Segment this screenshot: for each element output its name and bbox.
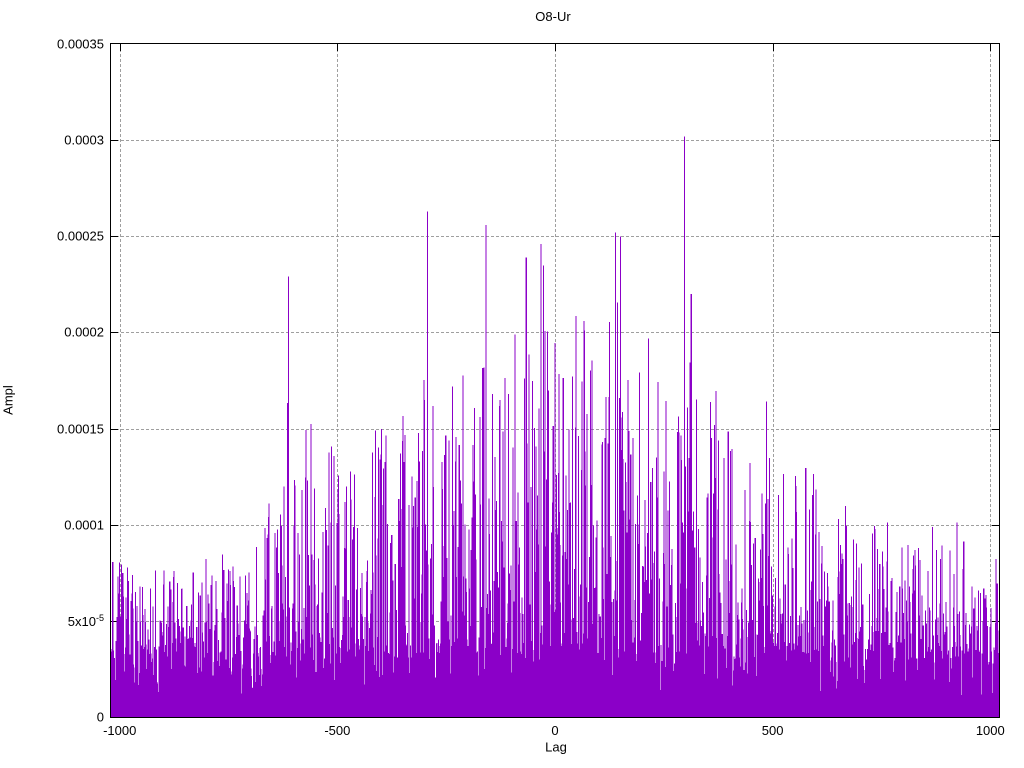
y-axis-tick-label: 0.00035 — [57, 36, 104, 52]
y-axis-tick-mark — [111, 140, 118, 142]
gridline-vertical — [337, 44, 339, 717]
plot-area — [110, 43, 1000, 718]
y-axis-tick-mark — [111, 332, 118, 334]
x-axis-tick-mark — [772, 44, 774, 51]
y-axis-tick-label: 0.0003 — [64, 132, 104, 148]
x-axis-tick-mark — [990, 44, 992, 51]
y-axis-tick-mark — [992, 524, 999, 526]
x-axis-tick-label: -500 — [324, 723, 351, 738]
y-axis-tick-label: 0.00015 — [57, 421, 104, 437]
y-axis-tick-mark — [111, 236, 118, 238]
x-axis-tick-label: -1000 — [103, 723, 137, 738]
chart-title: O8-Ur — [535, 9, 571, 24]
x-axis-tick-label: 1000 — [975, 723, 1005, 738]
x-axis-tick-mark — [337, 44, 339, 51]
y-axis-tick-mark — [111, 428, 118, 430]
y-axis-tick-mark — [992, 140, 999, 142]
gridline-vertical — [119, 44, 121, 717]
x-axis-tick-mark — [555, 44, 556, 51]
y-axis-tick-mark — [992, 332, 999, 334]
y-axis-tick-label: 0.0001 — [64, 517, 104, 533]
y-axis-tick-mark — [111, 620, 118, 622]
y-axis-tick-label: 0 — [96, 709, 104, 725]
y-axis-tick-mark — [111, 524, 118, 526]
gridline-vertical — [990, 44, 992, 717]
x-axis-tick-label: 500 — [761, 723, 784, 738]
gridline-vertical — [772, 44, 774, 717]
impulse-path — [111, 136, 999, 717]
impulse-series — [111, 136, 999, 717]
y-axis-tick-label: 0.0002 — [64, 324, 104, 340]
y-axis-tick-mark — [992, 236, 999, 238]
y-axis-tick-mark — [992, 428, 999, 430]
y-axis-label: Ampl — [0, 385, 16, 415]
x-axis-tick-label: 0 — [551, 723, 559, 738]
x-axis-label: Lag — [545, 739, 567, 755]
x-axis-tick-mark — [119, 44, 121, 51]
y-axis-tick-label: 0.00025 — [57, 228, 104, 244]
y-axis-tick-label: 5x10-5 — [67, 612, 104, 630]
